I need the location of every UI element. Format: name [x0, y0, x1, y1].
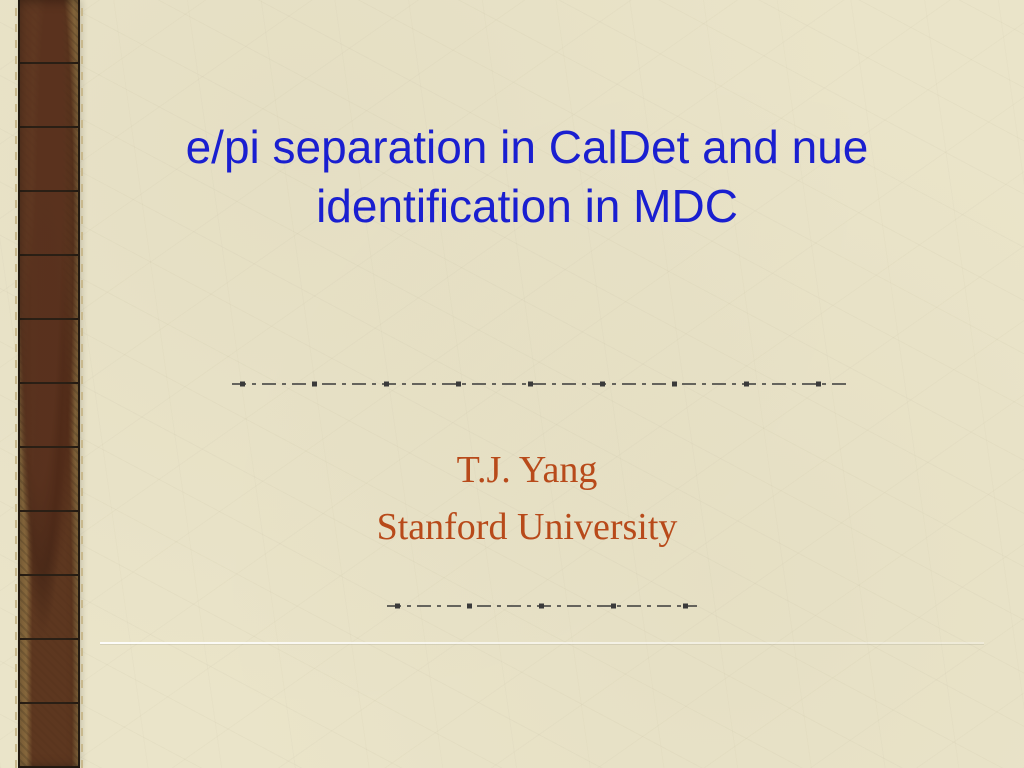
author-affiliation: Stanford University [100, 499, 954, 556]
divider-top [232, 380, 852, 388]
left-bookmark-strip [18, 0, 80, 768]
slide-content-area: e/pi separation in CalDet and nue identi… [100, 0, 984, 768]
divider-bottom [387, 602, 697, 610]
slide-title: e/pi separation in CalDet and nue identi… [100, 118, 954, 236]
author-name: T.J. Yang [100, 442, 954, 499]
footer-horizontal-rule [100, 642, 984, 644]
author-block: T.J. Yang Stanford University [100, 442, 954, 556]
